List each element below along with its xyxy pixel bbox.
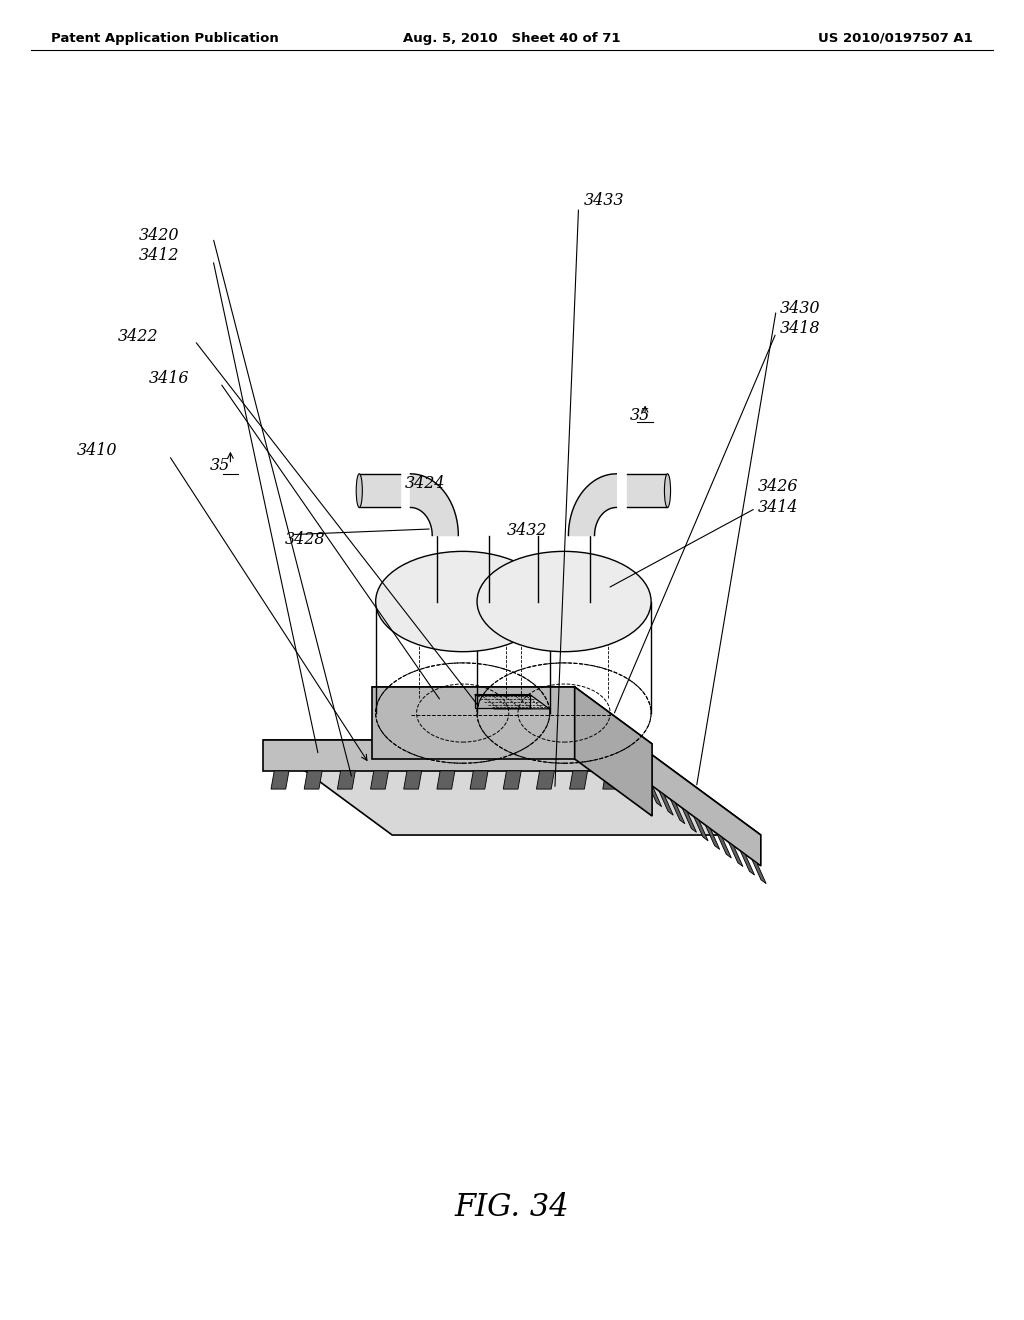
Text: 3420: 3420 — [138, 227, 179, 244]
Ellipse shape — [477, 552, 651, 652]
Text: 3426: 3426 — [758, 478, 799, 495]
Polygon shape — [682, 808, 696, 833]
Polygon shape — [470, 771, 488, 789]
Text: 3412: 3412 — [138, 247, 179, 264]
Text: 3418: 3418 — [780, 319, 821, 337]
Polygon shape — [263, 741, 632, 771]
Polygon shape — [627, 474, 668, 507]
Polygon shape — [603, 771, 621, 789]
Polygon shape — [411, 474, 459, 536]
Text: 3428: 3428 — [285, 531, 326, 548]
Polygon shape — [568, 474, 616, 536]
Text: Patent Application Publication: Patent Application Publication — [51, 32, 279, 45]
Text: Aug. 5, 2010   Sheet 40 of 71: Aug. 5, 2010 Sheet 40 of 71 — [403, 32, 621, 45]
Polygon shape — [263, 741, 761, 836]
Text: 3410: 3410 — [77, 442, 118, 459]
Text: 3422: 3422 — [118, 327, 159, 345]
Polygon shape — [658, 791, 674, 816]
Polygon shape — [337, 771, 355, 789]
Polygon shape — [371, 771, 388, 789]
Polygon shape — [372, 686, 652, 744]
Polygon shape — [537, 771, 554, 789]
Polygon shape — [503, 771, 521, 789]
Polygon shape — [706, 825, 720, 850]
Polygon shape — [574, 686, 652, 816]
Text: FIG. 34: FIG. 34 — [455, 1192, 569, 1224]
Text: 35: 35 — [630, 407, 650, 424]
Polygon shape — [271, 771, 289, 789]
Text: 3433: 3433 — [584, 191, 625, 209]
Polygon shape — [717, 834, 731, 858]
Text: 3416: 3416 — [148, 370, 189, 387]
Ellipse shape — [376, 552, 550, 652]
Polygon shape — [693, 817, 709, 841]
Polygon shape — [372, 686, 574, 759]
Polygon shape — [569, 771, 588, 789]
Polygon shape — [437, 771, 455, 789]
Text: US 2010/0197507 A1: US 2010/0197507 A1 — [818, 32, 973, 45]
Ellipse shape — [665, 474, 671, 507]
Text: 35: 35 — [210, 457, 230, 474]
Polygon shape — [475, 694, 530, 709]
Polygon shape — [475, 694, 549, 709]
Polygon shape — [636, 774, 650, 799]
Ellipse shape — [356, 474, 362, 507]
Polygon shape — [403, 771, 422, 789]
Polygon shape — [359, 474, 400, 507]
Text: 3432: 3432 — [507, 521, 548, 539]
Text: 3430: 3430 — [780, 300, 821, 317]
Text: 3414: 3414 — [758, 499, 799, 516]
Text: 3424: 3424 — [404, 475, 445, 492]
Polygon shape — [740, 850, 755, 875]
Polygon shape — [728, 842, 743, 866]
Polygon shape — [752, 859, 766, 883]
Polygon shape — [304, 771, 323, 789]
Polygon shape — [632, 741, 761, 866]
Polygon shape — [647, 783, 662, 807]
Polygon shape — [671, 800, 685, 824]
